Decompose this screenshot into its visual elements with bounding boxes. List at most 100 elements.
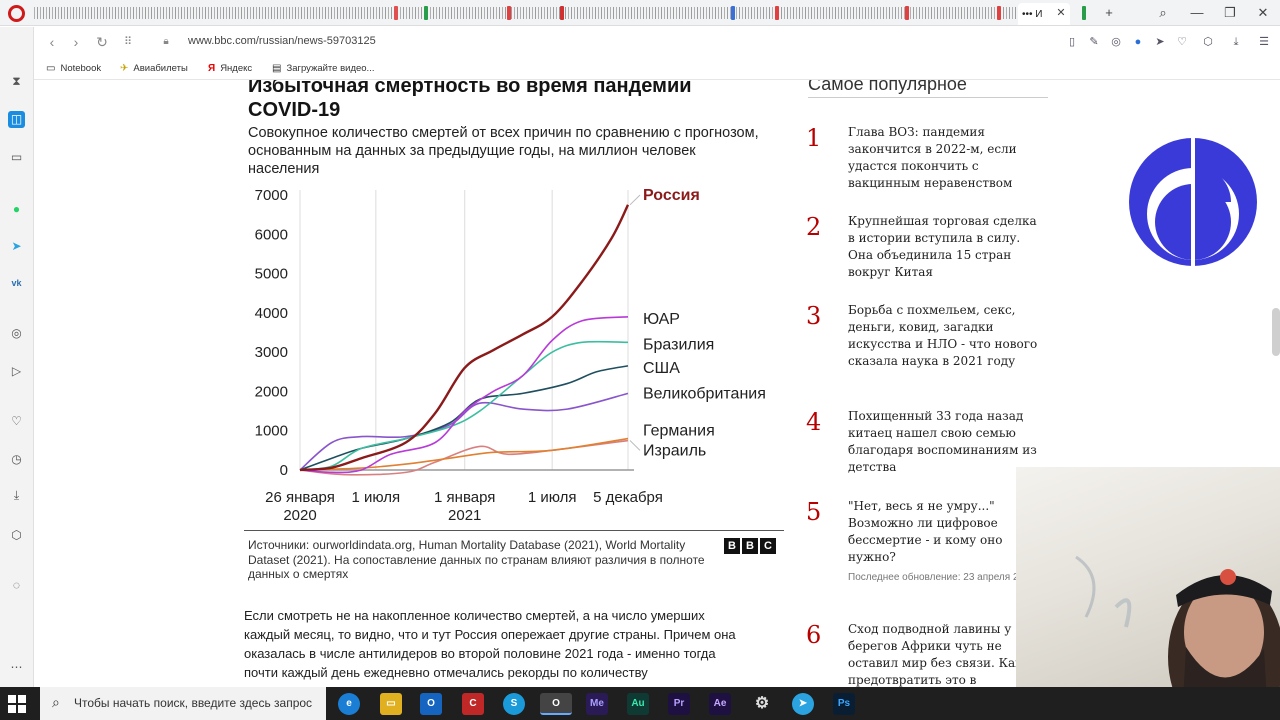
lock-icon[interactable]: 🔒︎ [163,36,169,47]
close-tab-icon[interactable]: ✕ [1056,7,1066,19]
download-icon[interactable]: ⤓ [1233,36,1239,48]
popular-item[interactable]: 4 Похищенный 33 года назад китаец нашел … [806,408,1046,478]
popular-item[interactable]: 5 "Нет, весь я не умру..." Возможно ли ц… [806,498,1046,598]
series-line [299,340,629,471]
send-icon[interactable]: ▷ [11,364,22,378]
reader-mode-icon[interactable]: ▯ [1068,36,1076,48]
tab-strip[interactable] [34,7,1019,19]
y-tick-label: 4000 [255,305,288,322]
restore-button[interactable]: ❐ [1224,5,1236,20]
popular-item[interactable]: 2 Крупнейшая торговая сделка в истории в… [806,213,1046,283]
extensions-icon[interactable]: ⬡ [1203,36,1213,48]
settings-icon[interactable]: ⚙ [754,695,770,712]
speed-dial-icon[interactable]: ⠿ [123,36,133,48]
tab-favicon-icon[interactable] [731,6,735,20]
browser-sidebar: ⧗ ◫ ▭ ● ➤ vk ◎ ▷ ♡ ◷ ⤓ ⬡ ◌ ⋯ [0,27,34,687]
bookmark-yandex[interactable]: Я Яндекс [208,63,252,74]
close-window-button[interactable]: ✕ [1257,5,1269,20]
history-hourglass-icon[interactable]: ⧗ [12,74,21,88]
series-label-leader [629,194,641,206]
downloads-icon[interactable]: ⤓ [13,488,20,502]
snapshot-icon[interactable]: ◎ [1111,36,1121,48]
y-tick-label: 1000 [255,423,288,440]
extensions-icon[interactable]: ⬡ [11,528,22,542]
edit-icon[interactable]: ✎ [1089,36,1099,48]
new-tab-button[interactable]: + [1105,5,1113,20]
popular-rank: 2 [806,213,822,241]
media-encoder-icon[interactable]: Me [586,693,608,715]
bookmark-download-video[interactable]: ▤ Загружайте видео... [272,63,374,74]
y-tick-label: 2000 [255,383,288,400]
minimize-button[interactable]: — [1190,5,1204,20]
url-field[interactable]: www.bbc.com/russian/news-59703125 [188,35,376,47]
telegram-icon[interactable]: ➤ [11,239,22,253]
page-scrollbar[interactable] [1272,308,1280,356]
photoshop-icon[interactable]: Ps [833,693,855,715]
popular-link[interactable]: "Нет, весь я не умру..." Возможно ли циф… [848,499,1003,564]
more-icon[interactable]: ⋯ [10,660,23,674]
bookmark-label: Notebook [60,63,102,74]
active-tab[interactable]: ••• И [1018,3,1070,25]
audition-icon[interactable]: Au [627,693,649,715]
tab-favicon-icon[interactable] [1082,6,1086,20]
popular-rank: 3 [806,302,822,330]
taskbar-search[interactable]: ⌕ Чтобы начать поиск, введите здесь запр… [40,687,326,720]
whatsapp-icon[interactable]: ● [12,202,21,216]
tab-favicon-icon[interactable] [775,6,779,20]
vk-icon[interactable]: vk [11,278,22,288]
send-icon[interactable]: ➤ [1155,36,1165,48]
opera-logo-icon[interactable] [8,5,25,22]
target-icon[interactable]: ◎ [11,326,22,340]
address-bar: ‹ › ↻ ⠿ 🔒︎ www.bbc.com/russian/news-5970… [34,27,1280,57]
popular-rank: 4 [806,408,822,436]
player-icon[interactable]: ▭ [10,150,23,164]
skype-icon[interactable]: S [503,693,525,715]
reload-icon[interactable]: ↻ [96,34,108,50]
popular-item[interactable]: 6 Сход подводной лавины у берегов Африки… [806,621,1046,687]
heart-icon[interactable]: ♡ [11,414,22,428]
back-icon[interactable]: ‹ [49,34,55,50]
telegram-taskbar-icon[interactable]: ➤ [792,693,814,715]
tab-favicon-icon[interactable] [905,6,909,20]
bookmark-aviabilety[interactable]: ✈ Авиабилеты [120,63,188,74]
x-tick-label: 1 июля [351,489,400,506]
search-tabs-icon[interactable]: ⌕ [1159,5,1167,20]
after-effects-icon[interactable]: Ae [709,693,731,715]
x-tick-label: 26 января [265,489,335,506]
app-red-icon[interactable]: C [462,693,484,715]
popular-link[interactable]: Похищенный 33 года назад китаец нашел св… [848,409,1037,474]
download-icon: ▤ [272,63,282,74]
windows-taskbar: ⌕ Чтобы начать поиск, введите здесь запр… [0,687,1280,720]
edge-icon[interactable]: e [338,693,360,715]
premiere-icon[interactable]: Pr [668,693,690,715]
popular-item[interactable]: 1 Глава ВОЗ: пандемия закончится в 2022-… [806,124,1046,194]
windows-start-icon[interactable] [8,695,26,713]
vpn-icon[interactable]: ● [1134,36,1142,48]
tab-favicon-icon[interactable] [507,6,511,20]
tab-favicon-icon[interactable] [424,6,428,20]
lightbulb-icon[interactable]: ◌ [12,578,21,592]
file-explorer-icon[interactable]: ▭ [380,693,402,715]
tab-favicon-icon[interactable] [560,6,564,20]
opera-taskbar-icon[interactable]: O [540,693,572,715]
popular-link[interactable]: Крупнейшая торговая сделка в истории вст… [848,214,1037,279]
folder-icon: ▭ [46,63,56,74]
history-icon[interactable]: ◷ [11,452,22,466]
popular-item[interactable]: 3 Борьба с похмельем, секс, деньги, кови… [806,302,1046,387]
x-tick-label: 1 июля [528,489,577,506]
workspace-icon[interactable]: ◫ [8,111,25,128]
x-tick-year-label: 2021 [448,507,481,524]
tab-favicon-icon[interactable] [997,6,1001,20]
bbc-logo-letter: B [742,538,758,554]
series-label: Бразилия [643,336,714,353]
popular-link[interactable]: Глава ВОЗ: пандемия закончится в 2022-м,… [848,125,1017,190]
forward-icon[interactable]: › [73,34,79,50]
popular-link[interactable]: Сход подводной лавины у берегов Африки ч… [848,622,1023,687]
menu-icon[interactable]: ☰ [1259,36,1269,48]
tab-favicon-icon[interactable] [394,6,398,20]
series-line [299,392,629,471]
popular-link[interactable]: Борьба с похмельем, секс, деньги, ковид,… [848,303,1038,368]
bookmark-notebook[interactable]: ▭ Notebook [46,63,101,74]
outlook-icon[interactable]: O [420,693,442,715]
heart-icon[interactable]: ♡ [1177,36,1187,48]
